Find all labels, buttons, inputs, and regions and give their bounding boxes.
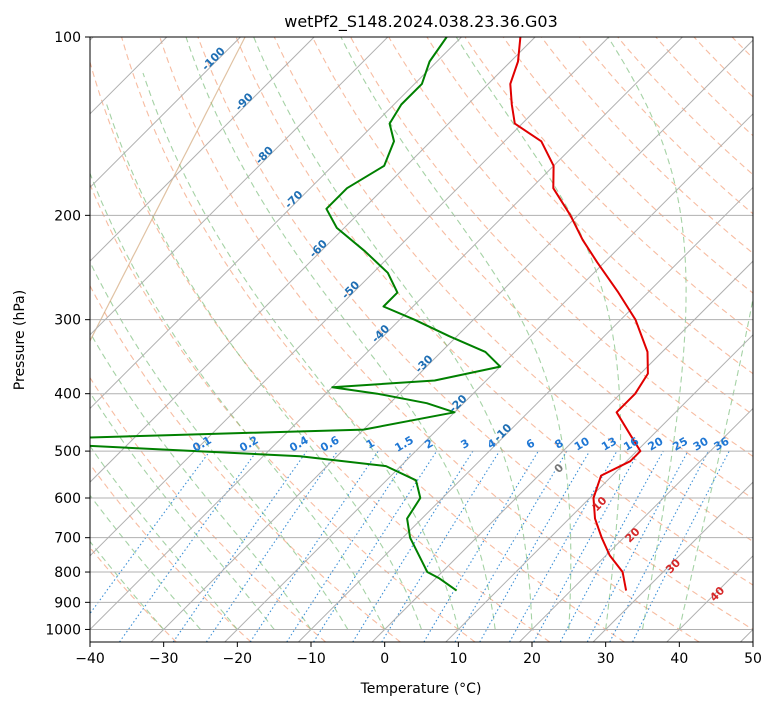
moist-adiabat xyxy=(607,37,687,630)
isotherm xyxy=(90,37,610,557)
moist-adiabat xyxy=(455,37,622,630)
temperature-line xyxy=(509,37,649,591)
x-tick-label: −20 xyxy=(223,651,253,667)
x-tick-label: 10 xyxy=(449,651,467,667)
mixing-ratio-line xyxy=(313,450,438,642)
dry-adiabat xyxy=(159,37,700,642)
y-axis-label: Pressure (hPa) xyxy=(12,290,28,390)
dry-adiabat xyxy=(90,60,551,642)
y-tick-label: 500 xyxy=(54,444,81,460)
plot-frame xyxy=(89,36,754,643)
dry-adiabat xyxy=(502,37,753,294)
x-tick-label: 30 xyxy=(597,651,615,667)
y-tick-label: 400 xyxy=(54,387,81,403)
mixing-ratio-line xyxy=(559,450,664,642)
moist-adiabat xyxy=(142,72,459,630)
moist-adiabat xyxy=(90,331,312,630)
chart-title: wetPf2_S148.2024.038.23.36.G03 xyxy=(284,12,558,32)
moist-adiabat xyxy=(90,171,386,630)
mixing-ratio-line xyxy=(632,450,730,642)
mixing-ratio-line xyxy=(509,450,618,642)
y-axis: 100 200 300 400 500 600 700 800 900 1000 xyxy=(45,30,90,638)
x-axis-label: Temperature (°C) xyxy=(360,681,482,697)
moist-adiabat xyxy=(185,37,496,630)
moist-adiabat xyxy=(253,37,533,630)
x-tick-label: 0 xyxy=(380,651,389,667)
x-axis: −40 −30 −20 −10 0 10 20 30 40 50 xyxy=(75,642,762,667)
dry-adiabat xyxy=(90,463,252,642)
moist-adiabat xyxy=(90,391,275,630)
dewpoint-line xyxy=(90,37,502,592)
dry-adiabat xyxy=(90,376,327,642)
x-tick-label: 40 xyxy=(670,651,688,667)
y-tick-label: 800 xyxy=(54,565,81,581)
isotherm xyxy=(445,334,753,642)
x-tick-label: −40 xyxy=(75,651,105,667)
mixing-ratio-line xyxy=(249,450,379,642)
moist-adiabat xyxy=(106,104,423,630)
saturation-curve xyxy=(90,37,246,343)
isotherm xyxy=(519,407,753,642)
dry-adiabat xyxy=(311,37,753,500)
background-lines xyxy=(90,37,775,642)
y-tick-label: 900 xyxy=(54,595,81,611)
dry-adiabat xyxy=(197,37,753,631)
isotherm xyxy=(150,39,753,642)
dry-adiabat xyxy=(121,37,625,642)
moist-adiabat xyxy=(678,295,753,630)
y-tick-label: 200 xyxy=(54,208,81,224)
y-tick-label: 300 xyxy=(54,313,81,329)
mixing-ratio-line xyxy=(119,450,258,642)
y-tick-label: 700 xyxy=(54,531,81,547)
isotherm xyxy=(90,37,389,336)
x-tick-label: −30 xyxy=(149,651,179,667)
isotherm xyxy=(592,481,753,642)
x-tick-label: 20 xyxy=(523,651,541,667)
dry-adiabat xyxy=(273,37,753,543)
x-tick-label: 50 xyxy=(744,651,762,667)
isotherm xyxy=(90,37,683,631)
moist-adiabat xyxy=(340,37,572,630)
plot-background xyxy=(90,37,753,642)
mixing-ratio-line xyxy=(172,450,308,642)
mixing-ratio-line xyxy=(90,450,211,615)
y-tick-label: 100 xyxy=(54,30,81,46)
x-tick-label: −10 xyxy=(296,651,326,667)
y-tick-label: 600 xyxy=(54,491,81,507)
isotherm xyxy=(90,37,462,410)
y-tick-label: 1000 xyxy=(45,622,81,638)
mixing-ratio-line xyxy=(381,450,500,642)
profile-lines xyxy=(90,37,649,592)
moist-adiabat xyxy=(90,494,201,630)
dry-adiabat xyxy=(235,37,753,586)
isotherm xyxy=(224,113,753,642)
dry-adiabat xyxy=(770,37,775,642)
mixing-ratio-line xyxy=(533,450,640,642)
isotherm xyxy=(90,37,241,189)
mixing-ratio-line xyxy=(205,450,338,642)
isotherm xyxy=(90,37,315,262)
mixing-ratio-line xyxy=(286,450,413,642)
moist-adiabat xyxy=(90,540,165,630)
isotherm xyxy=(90,37,536,483)
isotherm xyxy=(298,186,753,642)
isotherm xyxy=(371,260,753,642)
